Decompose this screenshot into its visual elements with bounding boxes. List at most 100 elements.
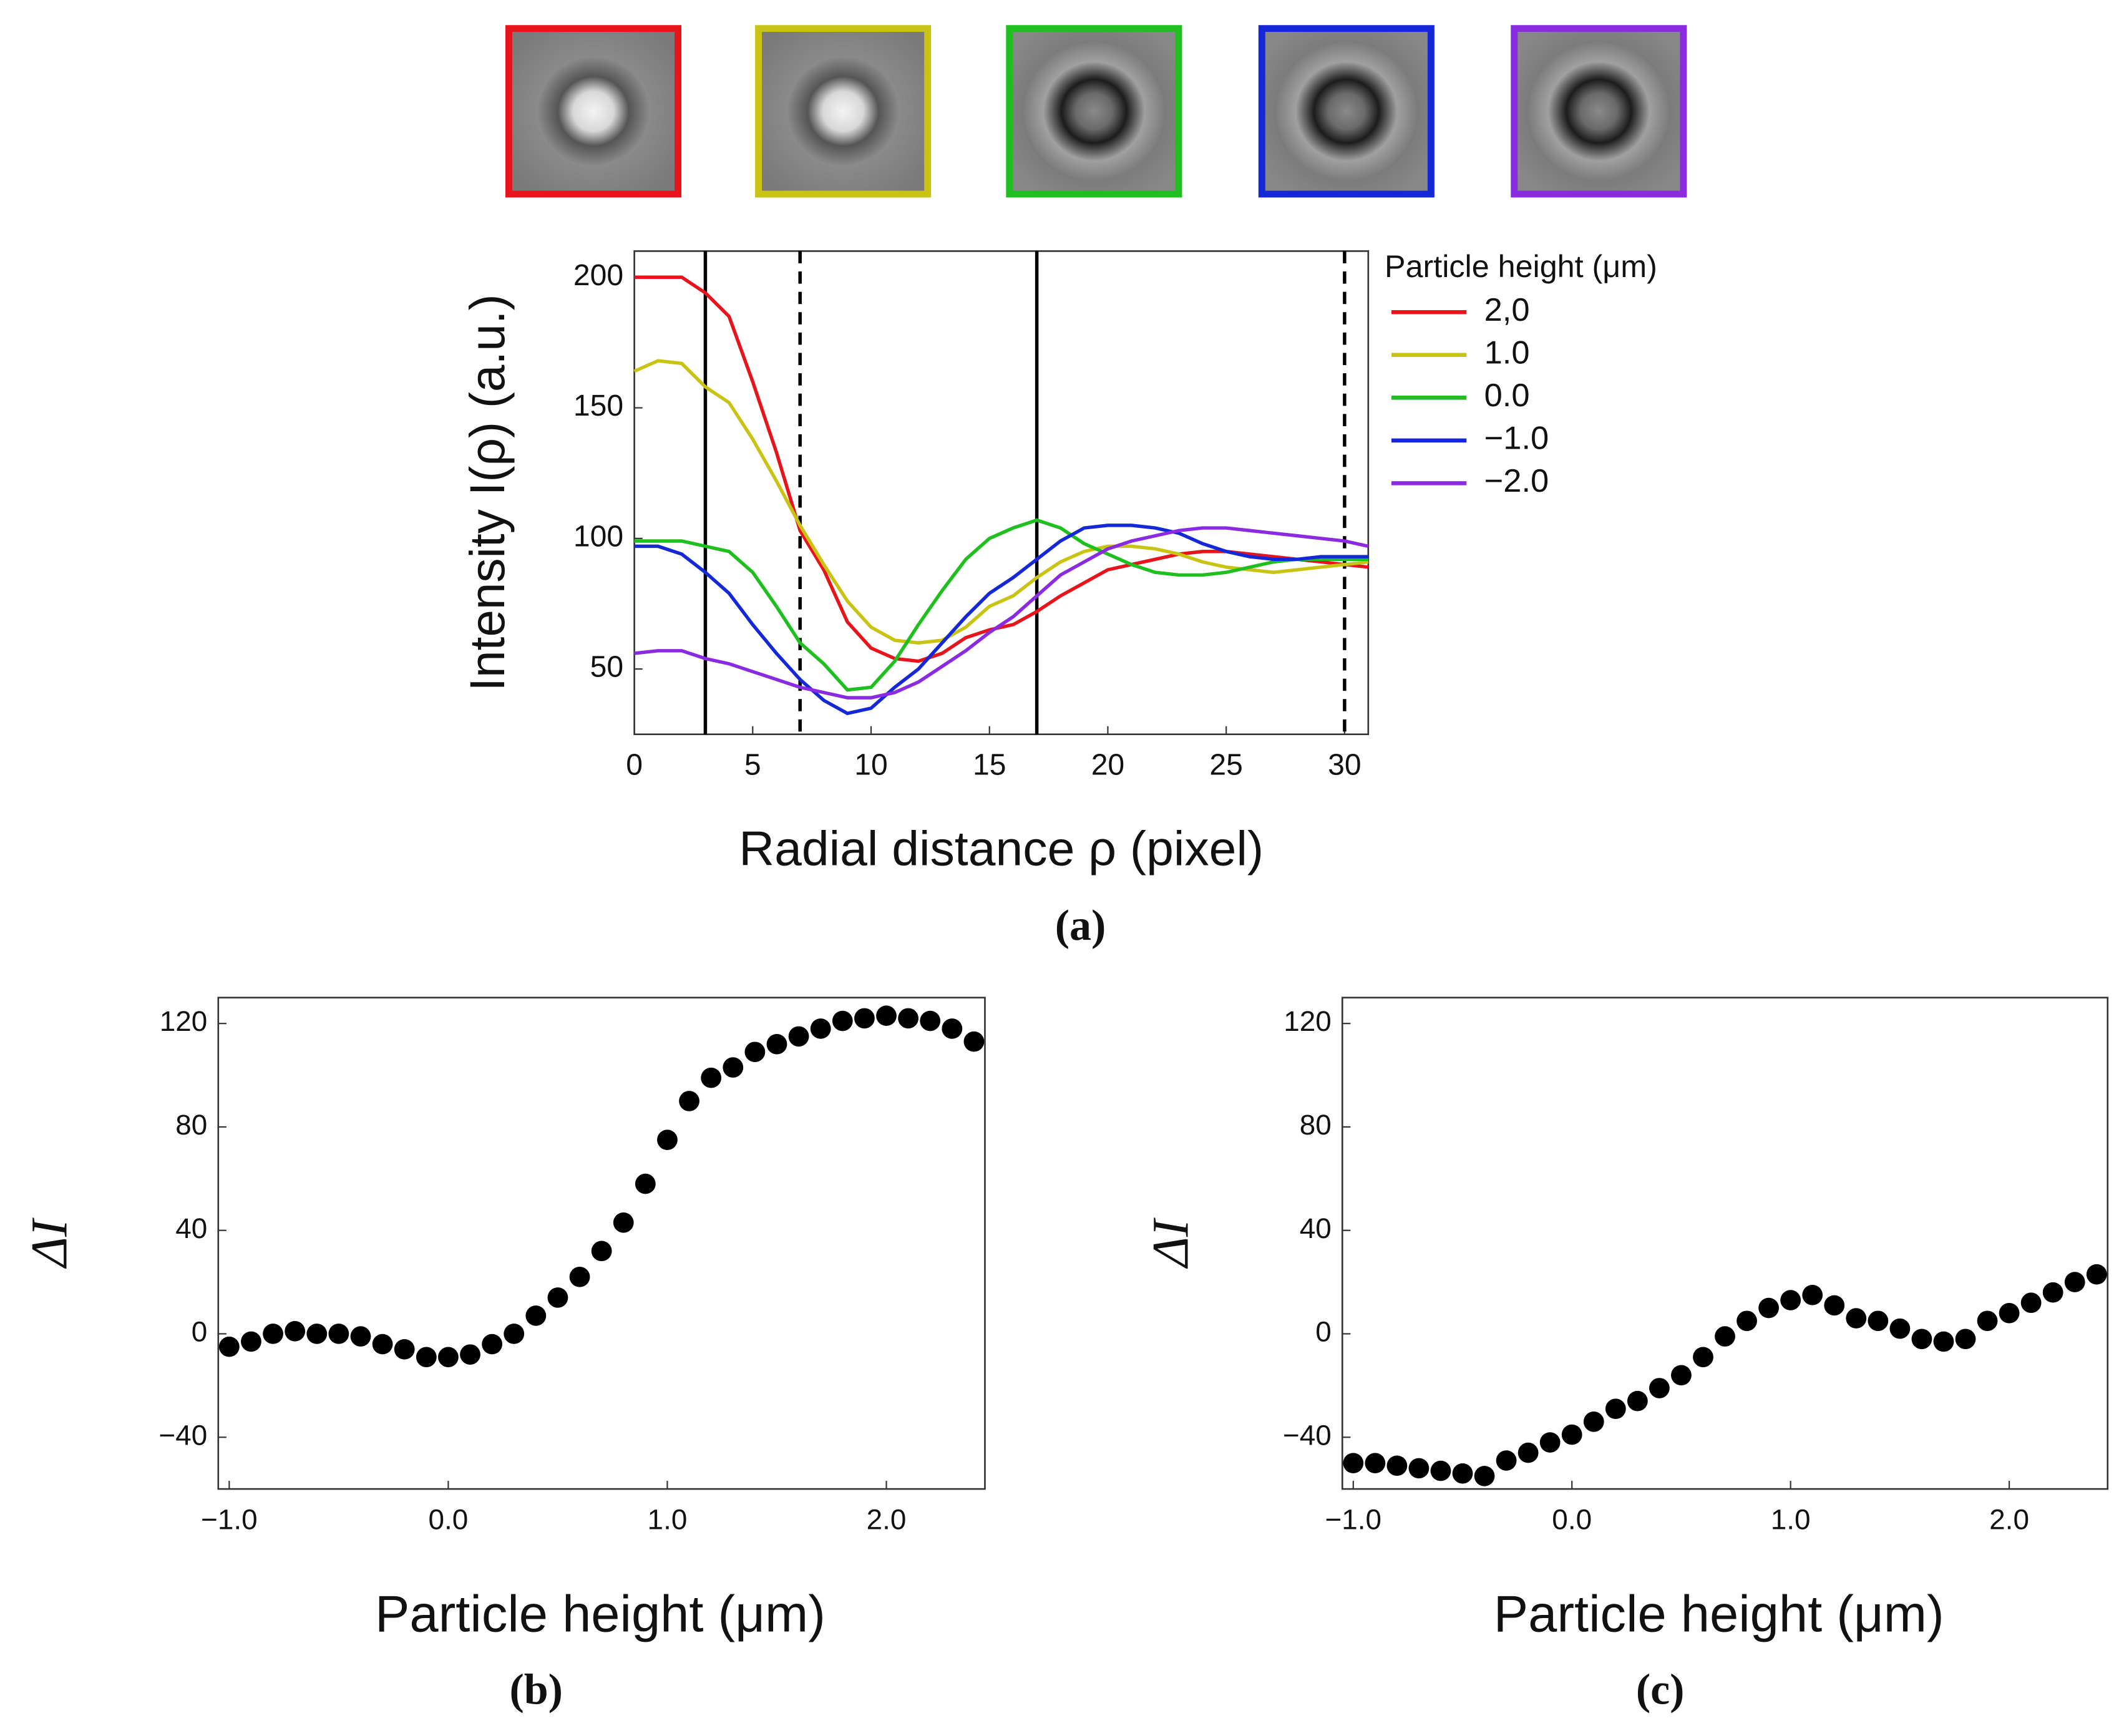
- series-line: [634, 526, 1369, 700]
- point: [394, 1339, 415, 1360]
- point: [1583, 1412, 1604, 1432]
- point: [744, 1041, 766, 1063]
- point: [241, 1331, 261, 1352]
- point: [1517, 1442, 1539, 1463]
- x-tick-label: −1.0: [201, 1503, 258, 1535]
- point: [1846, 1308, 1867, 1329]
- series-line: [633, 359, 1369, 645]
- point: [613, 1212, 634, 1233]
- x-axis-label: Particle height (μm): [375, 1585, 826, 1643]
- point: [1627, 1390, 1648, 1412]
- point: [1408, 1458, 1430, 1479]
- y-tick-label: 40: [175, 1212, 207, 1244]
- chart: −40 0 40 80 120 −1.0 0.0 1.0 2.0 ΔI Particle heigh…: [1141, 997, 2109, 1714]
- legend-label: −1.0: [1484, 421, 1549, 457]
- point: [482, 1334, 503, 1355]
- x-tick-label: 0.0: [428, 1503, 468, 1535]
- point: [2064, 1272, 2085, 1292]
- chart: −40 0 40 80 120 −1.0 0.0 1.0 2.0 ΔI Particle heigh…: [20, 997, 986, 1714]
- y-axis-label: Intensity I(ρ) (a.u.): [460, 294, 515, 691]
- x-tick-label: 1.0: [1771, 1503, 1811, 1535]
- point: [963, 1031, 985, 1052]
- y-tick-label: 120: [1284, 1005, 1332, 1037]
- series-line: [634, 275, 1369, 663]
- point: [569, 1266, 590, 1287]
- point: [1539, 1432, 1561, 1453]
- caption: (c): [1636, 1666, 1685, 1714]
- point: [723, 1057, 744, 1078]
- point: [525, 1305, 547, 1326]
- point: [920, 1010, 941, 1031]
- y-tick-label: 120: [160, 1005, 208, 1037]
- x-tick-label: 2.0: [867, 1503, 907, 1535]
- y-tick-label: 50: [590, 651, 623, 684]
- point: [1824, 1295, 1845, 1316]
- y-tick-label: 200: [573, 259, 623, 292]
- thumbnail: [755, 25, 932, 198]
- point: [810, 1018, 831, 1039]
- point: [788, 1026, 809, 1047]
- x-tick-label: 10: [854, 749, 887, 782]
- x-tick-label: −1.0: [1325, 1503, 1381, 1535]
- x-tick-label: 5: [744, 749, 761, 782]
- point: [504, 1324, 525, 1344]
- y-tick-label: 40: [1300, 1212, 1332, 1244]
- chart: 50 100 150 200 0 5 10 15 20 25 30 Intensity I(ρ) (a…: [460, 249, 1657, 950]
- y-tick-label: 80: [1300, 1109, 1332, 1141]
- point: [1933, 1331, 1954, 1352]
- legend-label: −2.0: [1484, 463, 1549, 499]
- point: [635, 1173, 656, 1194]
- point: [701, 1067, 722, 1088]
- point: [460, 1344, 480, 1365]
- point: [218, 1336, 240, 1357]
- point: [285, 1321, 306, 1342]
- legend-label: 2,0: [1484, 292, 1530, 328]
- plot-frame: [1341, 997, 2109, 1490]
- point: [832, 1010, 853, 1031]
- legend-label: 0.0: [1484, 378, 1530, 414]
- point: [306, 1324, 328, 1344]
- thumbnail: [1511, 25, 1687, 198]
- point: [328, 1324, 349, 1344]
- point: [1430, 1460, 1451, 1481]
- point: [263, 1324, 283, 1344]
- point: [1474, 1466, 1495, 1486]
- point: [1343, 1453, 1364, 1473]
- y-axis-label: ΔI: [1141, 1217, 1199, 1269]
- thumbnail: [1006, 25, 1182, 198]
- point: [854, 1008, 875, 1029]
- point: [898, 1008, 919, 1029]
- x-tick-label: 0: [626, 749, 643, 782]
- plot-frame: [633, 250, 1370, 736]
- series-line: [634, 524, 1368, 716]
- point: [1496, 1450, 1517, 1471]
- point: [350, 1326, 371, 1347]
- x-tick-label: 15: [973, 749, 1006, 782]
- point: [1649, 1378, 1670, 1398]
- thumbnail: [505, 25, 682, 198]
- x-tick-label: 25: [1209, 749, 1242, 782]
- point: [1780, 1290, 1801, 1310]
- point: [1889, 1318, 1911, 1339]
- point: [1802, 1284, 1823, 1305]
- y-tick-label: 0: [1315, 1316, 1332, 1348]
- point: [2086, 1264, 2107, 1285]
- y-tick-label: 80: [175, 1109, 207, 1141]
- point: [766, 1034, 787, 1055]
- point: [1452, 1463, 1473, 1484]
- y-tick-label: 150: [573, 389, 623, 422]
- point: [1737, 1310, 1757, 1332]
- y-axis-label: ΔI: [20, 1217, 77, 1269]
- thumbnails: [505, 25, 1687, 198]
- legend-title: Particle height (μm): [1385, 249, 1657, 284]
- point: [2042, 1282, 2063, 1303]
- y-tick-label: −40: [158, 1419, 207, 1451]
- caption: (a): [1055, 902, 1106, 950]
- point: [942, 1018, 963, 1039]
- x-axis-label: Particle height (μm): [1494, 1585, 1944, 1643]
- point: [1386, 1455, 1408, 1476]
- point: [372, 1334, 393, 1355]
- point: [547, 1287, 568, 1308]
- point: [438, 1347, 459, 1368]
